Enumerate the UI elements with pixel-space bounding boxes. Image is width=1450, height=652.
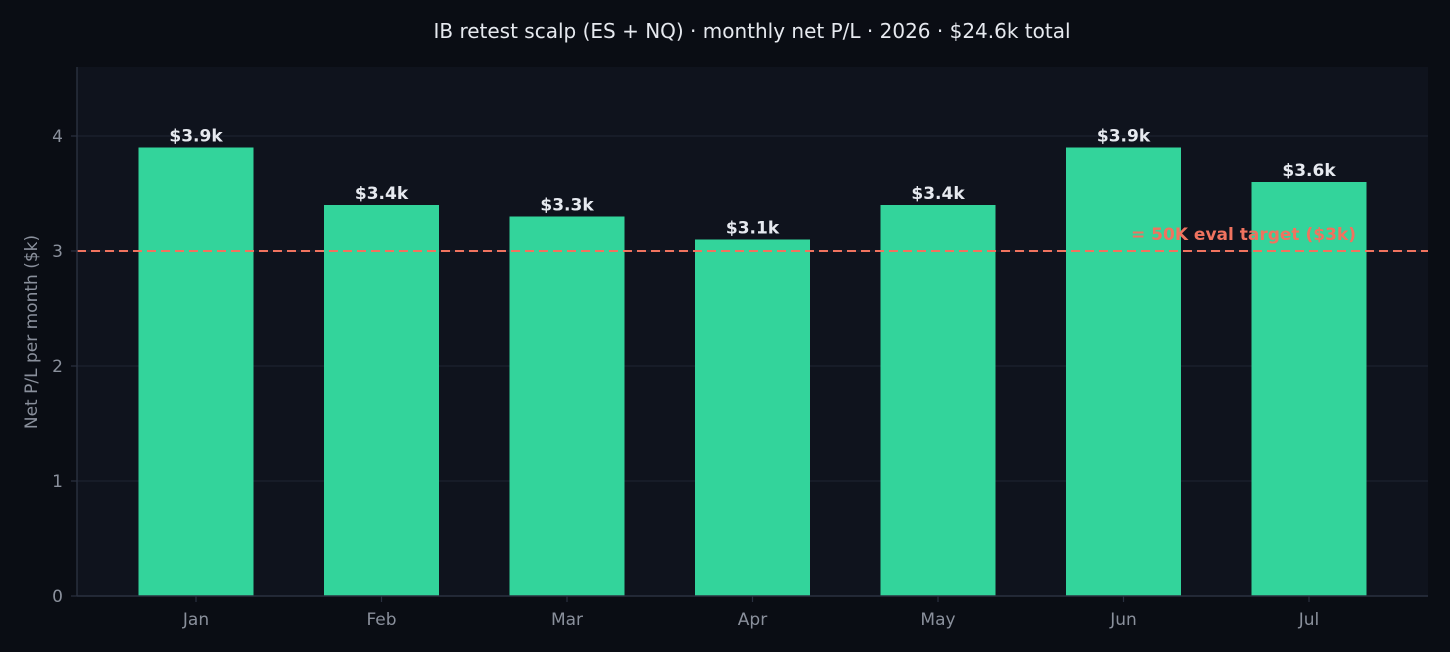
y-tick-label: 2 (52, 357, 63, 377)
data-label-feb: $3.4k (355, 184, 409, 204)
data-label-may: $3.4k (911, 184, 965, 204)
x-tick-label-jan: Jan (182, 610, 209, 630)
x-tick-label-jul: Jul (1298, 610, 1320, 630)
bars (138, 147, 1367, 596)
bar-mar (509, 216, 625, 596)
bar-may (880, 205, 996, 596)
x-tick-label-feb: Feb (366, 610, 396, 630)
tick-labels: 0 1 2 3 4 Jan Feb Mar Apr May Jun Jul (52, 127, 1319, 630)
y-tick-label: 4 (52, 127, 63, 147)
bar-apr (695, 239, 810, 596)
data-label-jun: $3.9k (1097, 127, 1151, 147)
x-tick-label-mar: Mar (551, 610, 583, 630)
data-labels: $3.9k $3.4k $3.3k $3.1k $3.4k $3.9k $3.6k = 50K… (169, 127, 1356, 246)
bar-feb (324, 205, 439, 596)
x-tick-label-apr: Apr (738, 610, 767, 630)
x-tick-label-may: May (920, 610, 955, 630)
data-label-jul: $3.6k (1282, 161, 1336, 181)
data-label-jan: $3.9k (169, 127, 223, 147)
chart-title: IB retest scalp (ES + NQ) · monthly net … (433, 19, 1070, 43)
bar-jun (1066, 147, 1181, 596)
y-tick-label: 3 (52, 242, 63, 262)
bar-jan (138, 147, 254, 596)
x-tick-label-jun: Jun (1109, 610, 1137, 630)
data-label-mar: $3.3k (540, 196, 594, 216)
y-tick-label: 0 (52, 587, 63, 607)
data-label-apr: $3.1k (726, 219, 780, 239)
reference-line-label: = 50K eval target ($3k) (1131, 225, 1356, 245)
y-axis-label: Net P/L per month ($k) (22, 235, 42, 429)
y-tick-label: 1 (52, 472, 63, 492)
